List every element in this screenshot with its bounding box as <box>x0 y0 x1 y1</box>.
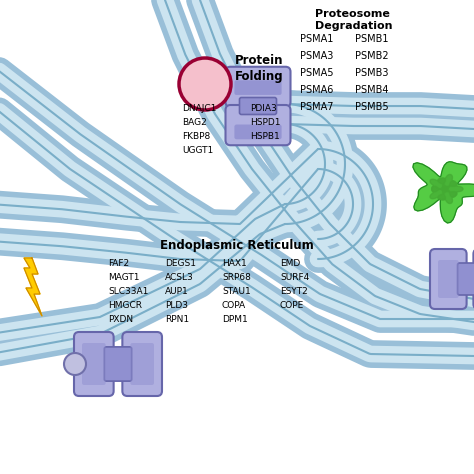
FancyBboxPatch shape <box>82 343 106 385</box>
Text: SLC33A1: SLC33A1 <box>108 287 148 296</box>
FancyBboxPatch shape <box>235 81 282 95</box>
Text: PSMA3: PSMA3 <box>300 51 333 61</box>
FancyBboxPatch shape <box>122 332 162 396</box>
Circle shape <box>64 353 86 375</box>
Text: PDIA3: PDIA3 <box>250 104 277 113</box>
FancyBboxPatch shape <box>239 98 276 115</box>
FancyBboxPatch shape <box>235 81 282 95</box>
Polygon shape <box>413 162 474 223</box>
Text: Endoplasmic Reticulum: Endoplasmic Reticulum <box>160 239 314 252</box>
Circle shape <box>179 58 231 110</box>
Polygon shape <box>430 186 447 200</box>
Text: PSMB4: PSMB4 <box>355 85 389 95</box>
Text: HMGCR: HMGCR <box>108 301 142 310</box>
Text: SRP68: SRP68 <box>222 273 251 282</box>
Text: PXDN: PXDN <box>108 315 133 324</box>
Text: HSPD1: HSPD1 <box>250 118 281 127</box>
Text: STAU1: STAU1 <box>222 287 251 296</box>
Polygon shape <box>443 181 463 197</box>
Text: AUP1: AUP1 <box>165 287 189 296</box>
Text: ACSL3: ACSL3 <box>165 273 194 282</box>
FancyBboxPatch shape <box>226 105 291 145</box>
Text: COPA: COPA <box>222 301 246 310</box>
Text: PSMB1: PSMB1 <box>355 34 389 44</box>
Text: HSPB1: HSPB1 <box>250 132 280 141</box>
Text: ESYT2: ESYT2 <box>280 287 308 296</box>
Text: FAF2: FAF2 <box>108 259 129 268</box>
FancyBboxPatch shape <box>430 249 466 309</box>
Text: PSMB3: PSMB3 <box>355 68 389 78</box>
Text: PSMA7: PSMA7 <box>300 102 334 112</box>
FancyBboxPatch shape <box>235 125 282 139</box>
Text: EMD: EMD <box>280 259 300 268</box>
Text: PSMA5: PSMA5 <box>300 68 334 78</box>
Text: PSMB5: PSMB5 <box>355 102 389 112</box>
Text: DPM1: DPM1 <box>222 315 248 324</box>
FancyBboxPatch shape <box>104 347 132 381</box>
Text: PSMA1: PSMA1 <box>300 34 333 44</box>
Polygon shape <box>24 258 42 316</box>
Text: FKBP8: FKBP8 <box>182 132 210 141</box>
Polygon shape <box>438 188 457 203</box>
FancyBboxPatch shape <box>438 260 459 298</box>
Text: HAX1: HAX1 <box>222 259 247 268</box>
Text: Proteosome
Degradation: Proteosome Degradation <box>315 9 392 31</box>
Text: PSMA6: PSMA6 <box>300 85 333 95</box>
Text: PSMB2: PSMB2 <box>355 51 389 61</box>
Text: UGGT1: UGGT1 <box>182 146 213 155</box>
Text: BAG2: BAG2 <box>182 118 207 127</box>
Text: DNAJC1: DNAJC1 <box>182 104 216 113</box>
Text: SURF4: SURF4 <box>280 273 309 282</box>
FancyBboxPatch shape <box>226 67 291 107</box>
FancyBboxPatch shape <box>235 125 282 139</box>
Polygon shape <box>438 174 457 190</box>
FancyBboxPatch shape <box>457 263 474 295</box>
Text: MAGT1: MAGT1 <box>108 273 139 282</box>
Text: RPN1: RPN1 <box>165 315 189 324</box>
FancyBboxPatch shape <box>130 343 154 385</box>
Text: DEGS1: DEGS1 <box>165 259 196 268</box>
Text: Protein
Folding: Protein Folding <box>235 54 283 83</box>
Polygon shape <box>430 178 447 192</box>
FancyBboxPatch shape <box>74 332 114 396</box>
Text: COPE: COPE <box>280 301 304 310</box>
Text: PLD3: PLD3 <box>165 301 188 310</box>
